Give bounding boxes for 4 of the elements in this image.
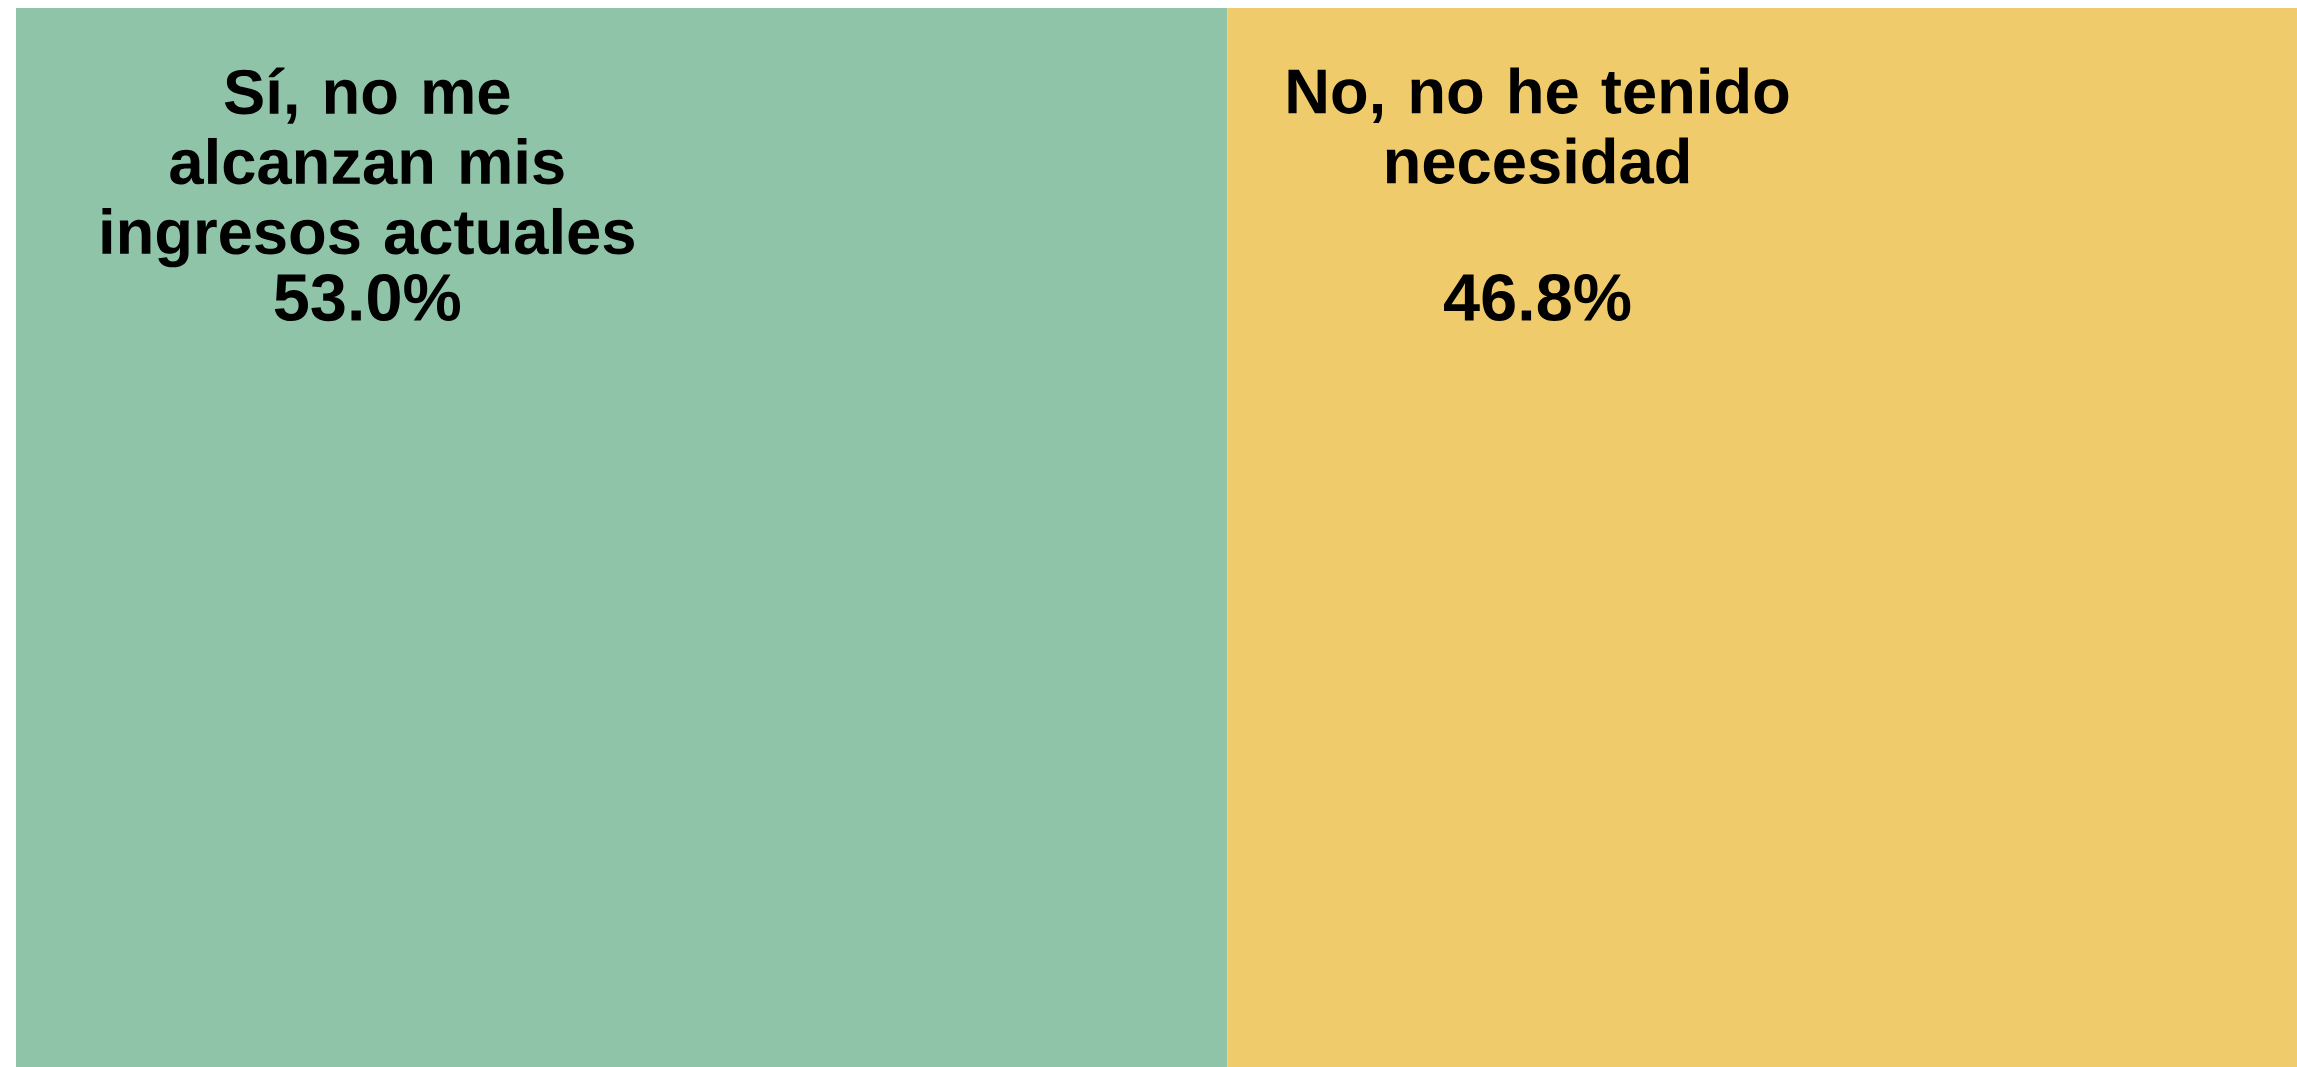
category-label: No, no he tenido necesidad [1288,67,1789,184]
category-label: Sí, no me alcanzan mis ingresos actuales [102,67,634,268]
data-label: 46.8% [1444,273,1631,322]
data-label: 53.0% [274,273,461,322]
